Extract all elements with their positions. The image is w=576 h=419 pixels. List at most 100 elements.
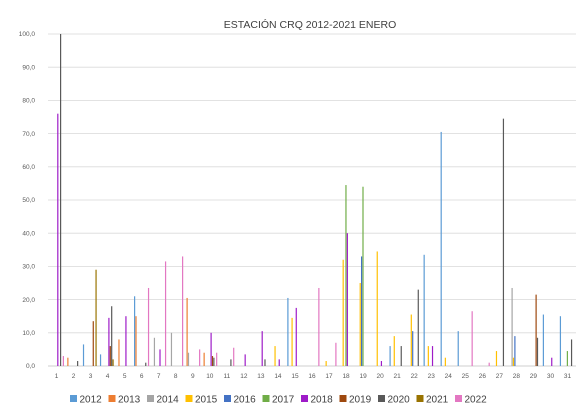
x-tick-label: 12: [240, 373, 248, 380]
legend-swatch-2017: [262, 395, 270, 402]
bar-2017-day-31: [566, 351, 568, 366]
x-tick-label: 13: [257, 373, 265, 380]
bar-2015-day-15: [291, 317, 293, 366]
bar-2022-day-25: [471, 311, 473, 366]
x-tick-label: 30: [547, 373, 555, 380]
x-tick-label: 18: [342, 373, 350, 380]
legend-label-2014: 2014: [157, 395, 180, 406]
bar-2020-day-1: [60, 34, 62, 366]
x-tick-label: 27: [496, 373, 504, 380]
y-tick-label: 70,0: [22, 131, 35, 138]
legend-label-2013: 2013: [118, 395, 141, 406]
bar-2022-day-16: [318, 287, 320, 366]
x-tick-label: 10: [206, 373, 214, 380]
bar-2015-day-22: [410, 314, 412, 366]
x-tick-label: 23: [428, 373, 436, 380]
bar-2018-day-5: [125, 316, 127, 366]
x-tick-label: 31: [564, 373, 572, 380]
y-tick-label: 100,0: [19, 31, 36, 38]
bar-2013-day-6: [135, 316, 137, 366]
bar-2012-day-21: [389, 346, 391, 366]
bar-2013-day-9: [186, 297, 188, 366]
bar-2022-day-26: [488, 362, 490, 366]
legend-swatch-2022: [455, 395, 462, 402]
legend-swatch-2014: [147, 395, 154, 402]
bar-2020-day-21: [400, 346, 402, 366]
bar-2018-day-12: [244, 354, 246, 366]
legend-label-2018: 2018: [311, 395, 334, 406]
x-tick-label: 5: [123, 373, 127, 380]
bar-2015-day-28: [512, 357, 515, 366]
x-tick-label: 22: [411, 373, 419, 380]
x-tick-label: 16: [308, 373, 316, 380]
bar-2022-day-1: [62, 356, 64, 366]
bar-2012-day-23: [423, 254, 425, 366]
x-tick-label: 2: [72, 373, 76, 380]
x-tick-label: 17: [325, 373, 333, 380]
x-tick-label: 4: [106, 373, 110, 380]
y-tick-label: 0,0: [26, 363, 35, 370]
bar-2012-day-15: [287, 297, 289, 366]
bar-2017-day-18: [345, 185, 347, 366]
x-tick-label: 14: [274, 373, 282, 380]
bar-2013-day-5: [118, 339, 120, 366]
x-tick-label: 11: [223, 373, 230, 380]
legend-label-2015: 2015: [195, 395, 218, 406]
bar-2015-day-19: [359, 283, 361, 366]
bar-2022-day-17: [335, 342, 337, 366]
legend-label-2022: 2022: [465, 395, 488, 406]
bar-2012-day-3: [82, 344, 85, 366]
legend-swatch-2013: [108, 395, 116, 402]
legend: 2012 2013 2014 2015 2016 2017 2018 2019 2020 2021…: [70, 395, 487, 406]
bar-2015-day-27: [495, 351, 498, 366]
legend-swatch-2016: [224, 395, 231, 402]
y-tick-label: 50,0: [22, 197, 35, 204]
x-tick-label: 26: [479, 373, 487, 380]
legend-label-2012: 2012: [80, 395, 103, 406]
y-tick-label: 90,0: [22, 64, 35, 71]
bar-2012-day-30: [542, 314, 544, 366]
bar-2018-day-4: [108, 317, 110, 366]
y-tick-label: 30,0: [22, 264, 35, 271]
bar-2018-day-30: [551, 357, 553, 366]
bar-2015-day-23: [427, 346, 429, 366]
bar-2020-day-11: [230, 359, 232, 366]
bar-2022-day-7: [164, 261, 167, 366]
x-tick-label: 29: [530, 373, 538, 380]
bar-2019-day-29: [535, 294, 537, 366]
bar-2016-day-19: [361, 256, 363, 366]
legend-label-2021: 2021: [426, 395, 449, 406]
x-tick-label: 24: [445, 373, 453, 380]
bar-2015-day-24: [444, 357, 446, 366]
bar-2022-day-11: [233, 347, 235, 366]
bar-2020-day-31: [570, 339, 573, 366]
bar-2020-day-4: [111, 306, 113, 366]
bar-2018-day-15: [295, 307, 297, 366]
legend-label-2020: 2020: [388, 395, 411, 406]
bar-2016-day-28: [514, 336, 516, 366]
bar-2014-day-9: [187, 352, 190, 366]
bar-2021-day-3: [95, 269, 97, 366]
legend-swatch-2020: [378, 395, 385, 402]
bar-2015-day-17: [325, 361, 327, 366]
x-tick-label: 1: [55, 373, 59, 380]
x-tick-label: 21: [394, 373, 402, 380]
legend-swatch-2018: [301, 395, 308, 402]
bar-2020-day-22: [417, 289, 419, 366]
bar-2019-day-10: [211, 356, 214, 366]
bar-2020-day-6: [145, 362, 147, 366]
bar-2012-day-25: [457, 331, 459, 366]
x-tick-label: 28: [513, 373, 521, 380]
x-tick-label: 8: [174, 373, 178, 380]
y-tick-label: 80,0: [22, 98, 35, 105]
y-tick-label: 20,0: [22, 297, 35, 304]
bar-2018-day-18: [346, 233, 348, 366]
bar-2018-day-20: [380, 361, 383, 366]
bar-2022-day-8: [182, 256, 184, 366]
x-tick-label: 6: [140, 373, 144, 380]
x-tick-label: 7: [157, 373, 161, 380]
bar-2020-day-10: [213, 357, 215, 366]
bar-2022-day-9: [199, 349, 201, 366]
x-tick-label: 3: [89, 373, 93, 380]
